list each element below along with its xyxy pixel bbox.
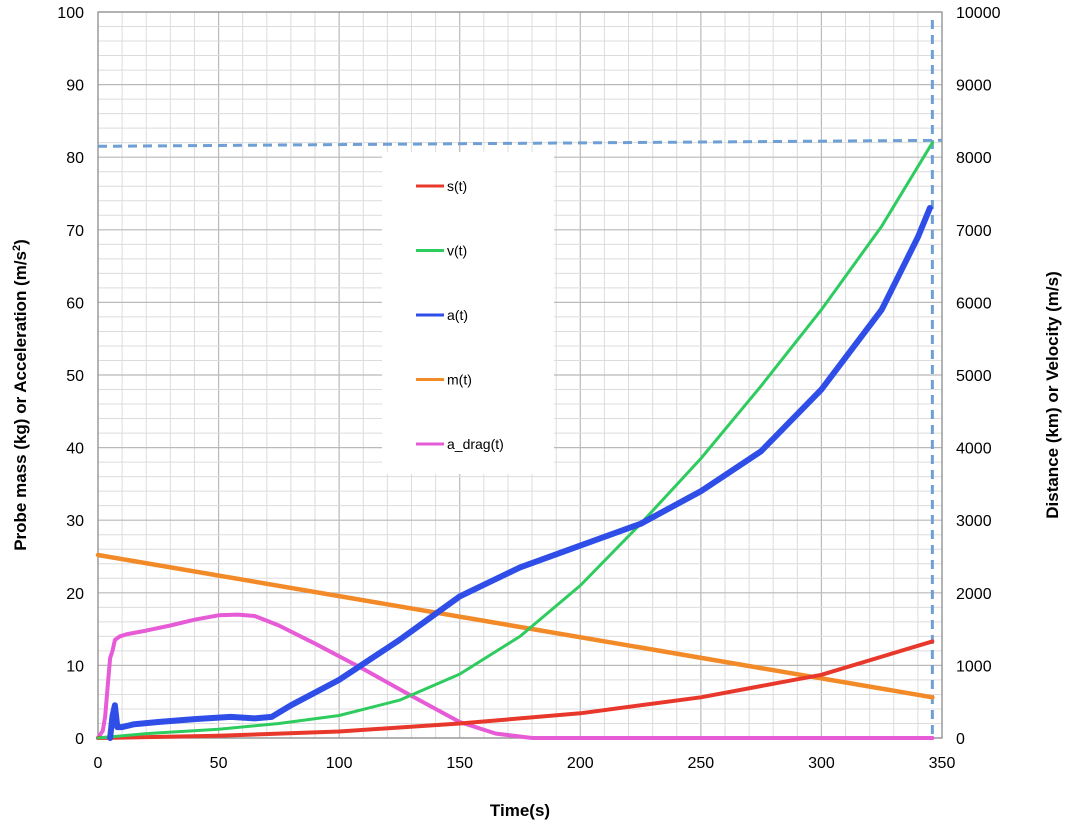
- series-line-vt: [96, 141, 934, 740]
- legend: s(t) v(t) a(t) m(t) a_drag(t): [382, 152, 554, 474]
- x-tick-label: 200: [567, 755, 594, 772]
- x-tick-label: 100: [326, 755, 353, 772]
- y-right-tick-label: 5000: [956, 368, 992, 385]
- superscript-two: 2: [11, 245, 23, 251]
- legend-label: m(t): [447, 372, 472, 388]
- x-tick-label: 150: [446, 755, 473, 772]
- reference-line-horizontal: [97, 138, 943, 148]
- y-right-tick-label: 3000: [956, 513, 992, 530]
- y-axis-right-title: Distance (km) or Velocity (m/s): [1043, 271, 1062, 519]
- series-line-at: [107, 205, 933, 741]
- legend-label: a(t): [447, 307, 468, 323]
- y-left-tick-label: 10: [66, 658, 84, 675]
- x-tick-label: 250: [688, 755, 715, 772]
- y-left-tick-label: 50: [66, 368, 84, 385]
- y-right-tick-label: 6000: [956, 295, 992, 312]
- y-right-tick-label: 9000: [956, 78, 992, 95]
- x-tick-label: 0: [94, 755, 103, 772]
- y-right-tick-label: 2000: [956, 586, 992, 603]
- y-right-tick-label: 4000: [956, 441, 992, 458]
- legend-label: s(t): [447, 178, 467, 194]
- y-left-tick-label: 40: [66, 441, 84, 458]
- reference-lines: [97, 20, 943, 738]
- series-layer: [95, 141, 935, 741]
- y-left-tick-label: 60: [66, 295, 84, 312]
- y-left-tick-label: 0: [75, 731, 84, 748]
- series-line-adragt: [96, 612, 935, 740]
- series-line-st: [96, 639, 935, 740]
- legend-label: a_drag(t): [447, 436, 504, 452]
- close-paren: ): [11, 239, 30, 245]
- legend-box: [382, 152, 554, 474]
- x-tick-label: 350: [929, 755, 956, 772]
- y-right-tick-label: 8000: [956, 150, 992, 167]
- series-line-mt: [95, 552, 935, 700]
- y-right-tick-label: 1000: [956, 658, 992, 675]
- y-right-tick-label: 7000: [956, 223, 992, 240]
- x-tick-label: 300: [808, 755, 835, 772]
- y-left-tick-label: 100: [57, 5, 84, 22]
- y-axis-left-title: Probe mass (kg) or Acceleration (m/s2): [11, 239, 30, 551]
- y-left-tick-label: 20: [66, 586, 84, 603]
- x-axis-title: Time(s): [490, 801, 550, 820]
- y-left-tick-label: 30: [66, 513, 84, 530]
- y-right-tick-label: 10000: [956, 5, 1001, 22]
- x-tick-label: 50: [210, 755, 228, 772]
- y-left-tick-label: 70: [66, 223, 84, 240]
- y-right-tick-label: 0: [956, 731, 965, 748]
- y-left-tick-label: 80: [66, 150, 84, 167]
- legend-label: v(t): [447, 243, 467, 259]
- axes-layer: 0 50 100 150 200 250 300 3500102030405060708090…: [57, 5, 1000, 772]
- y-left-tick-label: 90: [66, 78, 84, 95]
